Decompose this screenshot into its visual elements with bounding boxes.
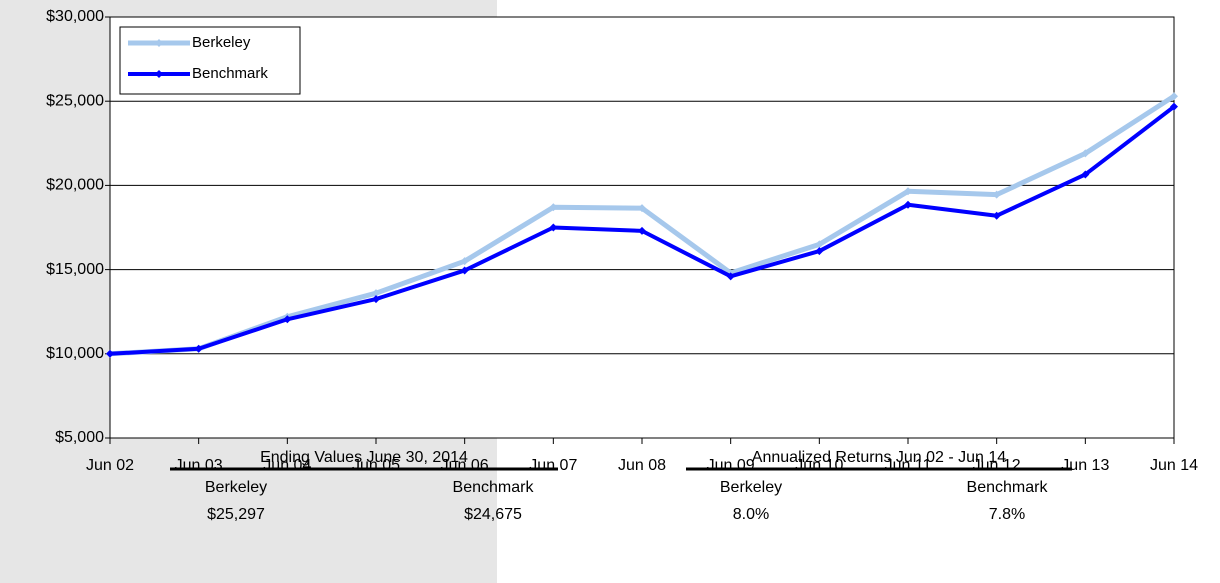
point-marker	[1170, 92, 1178, 101]
legend-box	[119, 26, 301, 95]
summary-column: Berkeley	[205, 479, 267, 496]
point-marker	[904, 187, 912, 196]
summary-column: Benchmark	[967, 479, 1049, 496]
summary-title: Annualized Returns Jun 02 - Jun 14	[752, 449, 1006, 466]
y-tick-label: $15,000	[46, 261, 104, 278]
y-tick-label: $5,000	[55, 429, 104, 446]
point-marker	[106, 349, 114, 358]
point-marker	[815, 247, 824, 256]
legend-marker	[155, 39, 163, 47]
point-marker	[638, 204, 646, 213]
point-marker	[460, 257, 469, 266]
point-marker	[1170, 102, 1178, 111]
point-marker	[726, 272, 735, 281]
summary-column: Benchmark	[453, 479, 535, 496]
x-tick-label: Jun 02	[86, 457, 134, 474]
point-marker	[992, 190, 1001, 199]
y-tick-label: $30,000	[46, 8, 104, 25]
x-tick-label: Jun 09	[707, 457, 755, 474]
summary-column: Berkeley	[720, 479, 782, 496]
point-marker	[992, 211, 1001, 220]
point-marker	[372, 289, 380, 298]
point-marker	[1081, 149, 1090, 158]
x-tick-label: Jun 07	[529, 457, 577, 474]
x-tick-label: Jun 13	[1061, 457, 1109, 474]
x-tick-label: Jun 08	[618, 457, 666, 474]
y-tick-label: $25,000	[46, 92, 104, 109]
x-tick-label: Jun 14	[1150, 457, 1198, 474]
legend-label: Benchmark	[192, 65, 268, 82]
point-marker	[904, 200, 912, 209]
point-marker	[283, 315, 292, 324]
legend-label: Berkeley	[192, 34, 251, 51]
summary-value: $24,675	[464, 506, 522, 523]
summary-value: 7.8%	[989, 506, 1025, 523]
summary-value: 8.0%	[733, 506, 769, 523]
point-marker	[549, 223, 558, 232]
point-marker	[638, 226, 646, 235]
y-tick-label: $10,000	[46, 345, 104, 362]
point-marker	[1081, 170, 1090, 179]
point-marker	[194, 344, 203, 353]
legend-marker	[155, 70, 163, 78]
summary-title: Ending Values June 30, 2014	[260, 449, 468, 466]
point-marker	[549, 203, 558, 212]
point-marker	[815, 240, 824, 249]
summary-value: $25,297	[207, 506, 265, 523]
point-marker	[460, 266, 469, 275]
x-tick-label: Jun 03	[175, 457, 223, 474]
point-marker	[372, 295, 380, 304]
y-tick-label: $20,000	[46, 177, 104, 194]
